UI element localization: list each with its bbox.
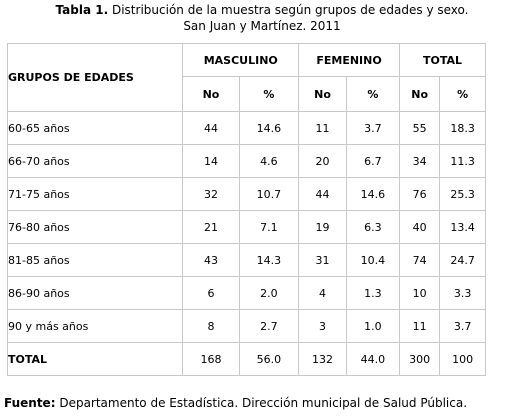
caption-label: Tabla 1. <box>55 3 109 17</box>
table-caption: Tabla 1. Distribución de la muestra segú… <box>0 2 524 34</box>
femenino-percent-cell: 3.7 <box>346 112 399 144</box>
subheader-no: No <box>183 77 239 111</box>
age-group-label: 76-80 años <box>8 211 183 243</box>
age-group-label: 90 y más años <box>8 310 183 342</box>
femenino-percent-cell: 44.0 <box>346 343 399 375</box>
masculino-percent-cell: 14.6 <box>239 112 299 144</box>
total-percent-cell: 13.4 <box>440 211 485 243</box>
subheader-percent: % <box>239 77 299 111</box>
age-group-label: TOTAL <box>8 343 183 375</box>
caption-text: Distribución de la muestra según grupos … <box>111 3 469 17</box>
femenino-no-cell: 4 <box>299 277 346 309</box>
femenino-no-cell: 44 <box>299 178 346 210</box>
total-no-cell: 11 <box>399 310 440 342</box>
femenino-no-cell: 19 <box>299 211 346 243</box>
femenino-percent-cell: 6.7 <box>346 145 399 177</box>
table-row: 66-70 años 14 4.6 20 6.7 34 11.3 <box>8 145 485 177</box>
total-no-cell: 34 <box>399 145 440 177</box>
masculino-no-cell: 6 <box>183 277 239 309</box>
femenino-no-cell: 3 <box>299 310 346 342</box>
subheader-percent: % <box>346 77 399 111</box>
caption-subtitle: San Juan y Martínez. 2011 <box>183 19 341 33</box>
total-percent-cell: 3.7 <box>440 310 485 342</box>
subheader-no: No <box>399 77 440 111</box>
table-row: 90 y más años 8 2.7 3 1.0 11 3.7 <box>8 310 485 342</box>
total-percent-cell: 18.3 <box>440 112 485 144</box>
total-percent-cell: 24.7 <box>440 244 485 276</box>
age-group-label: 81-85 años <box>8 244 183 276</box>
source-text: Departamento de Estadística. Dirección m… <box>59 396 468 410</box>
femenino-no-cell: 20 <box>299 145 346 177</box>
table-row: 86-90 años 6 2.0 4 1.3 10 3.3 <box>8 277 485 309</box>
total-header: TOTAL <box>399 44 485 77</box>
femenino-percent-cell: 10.4 <box>346 244 399 276</box>
masculino-percent-cell: 56.0 <box>239 343 299 375</box>
table-row: 71-75 años 32 10.7 44 14.6 76 25.3 <box>8 178 485 210</box>
source-label: Fuente: <box>4 396 56 410</box>
masculino-percent-cell: 4.6 <box>239 145 299 177</box>
femenino-no-cell: 132 <box>299 343 346 375</box>
distribution-table: GRUPOS DE EDADES MASCULINO FEMENINO TOTA… <box>7 43 486 376</box>
total-no-cell: 76 <box>399 178 440 210</box>
femenino-percent-cell: 6.3 <box>346 211 399 243</box>
femenino-no-cell: 31 <box>299 244 346 276</box>
age-group-label: 86-90 años <box>8 277 183 309</box>
masculino-percent-cell: 14.3 <box>239 244 299 276</box>
masculino-percent-cell: 10.7 <box>239 178 299 210</box>
total-percent-cell: 11.3 <box>440 145 485 177</box>
masculino-header: MASCULINO <box>183 44 299 77</box>
header-row-2: No % No % No % <box>8 77 485 111</box>
table-row: 81-85 años 43 14.3 31 10.4 74 24.7 <box>8 244 485 276</box>
femenino-no-cell: 11 <box>299 112 346 144</box>
masculino-percent-cell: 2.7 <box>239 310 299 342</box>
masculino-percent-cell: 2.0 <box>239 277 299 309</box>
femenino-header: FEMENINO <box>299 44 399 77</box>
table-row: 76-80 años 21 7.1 19 6.3 40 13.4 <box>8 211 485 243</box>
age-group-label: 66-70 años <box>8 145 183 177</box>
total-no-cell: 55 <box>399 112 440 144</box>
masculino-no-cell: 43 <box>183 244 239 276</box>
masculino-no-cell: 44 <box>183 112 239 144</box>
total-no-cell: 300 <box>399 343 440 375</box>
age-group-label: 60-65 años <box>8 112 183 144</box>
table-row: 60-65 años 44 14.6 11 3.7 55 18.3 <box>8 112 485 144</box>
total-row: TOTAL 168 56.0 132 44.0 300 100 <box>8 343 485 375</box>
masculino-no-cell: 32 <box>183 178 239 210</box>
age-group-header: GRUPOS DE EDADES <box>8 44 183 111</box>
femenino-percent-cell: 1.3 <box>346 277 399 309</box>
masculino-percent-cell: 7.1 <box>239 211 299 243</box>
subheader-percent: % <box>440 77 485 111</box>
total-percent-cell: 3.3 <box>440 277 485 309</box>
subheader-no: No <box>299 77 346 111</box>
masculino-no-cell: 21 <box>183 211 239 243</box>
femenino-percent-cell: 14.6 <box>346 178 399 210</box>
masculino-no-cell: 8 <box>183 310 239 342</box>
source-note: Fuente: Departamento de Estadística. Dir… <box>4 396 467 410</box>
total-no-cell: 74 <box>399 244 440 276</box>
total-no-cell: 10 <box>399 277 440 309</box>
header-row-1: GRUPOS DE EDADES MASCULINO FEMENINO TOTA… <box>8 44 485 111</box>
age-group-label: 71-75 años <box>8 178 183 210</box>
total-percent-cell: 100 <box>440 343 485 375</box>
total-percent-cell: 25.3 <box>440 178 485 210</box>
masculino-no-cell: 168 <box>183 343 239 375</box>
femenino-percent-cell: 1.0 <box>346 310 399 342</box>
masculino-no-cell: 14 <box>183 145 239 177</box>
total-no-cell: 40 <box>399 211 440 243</box>
